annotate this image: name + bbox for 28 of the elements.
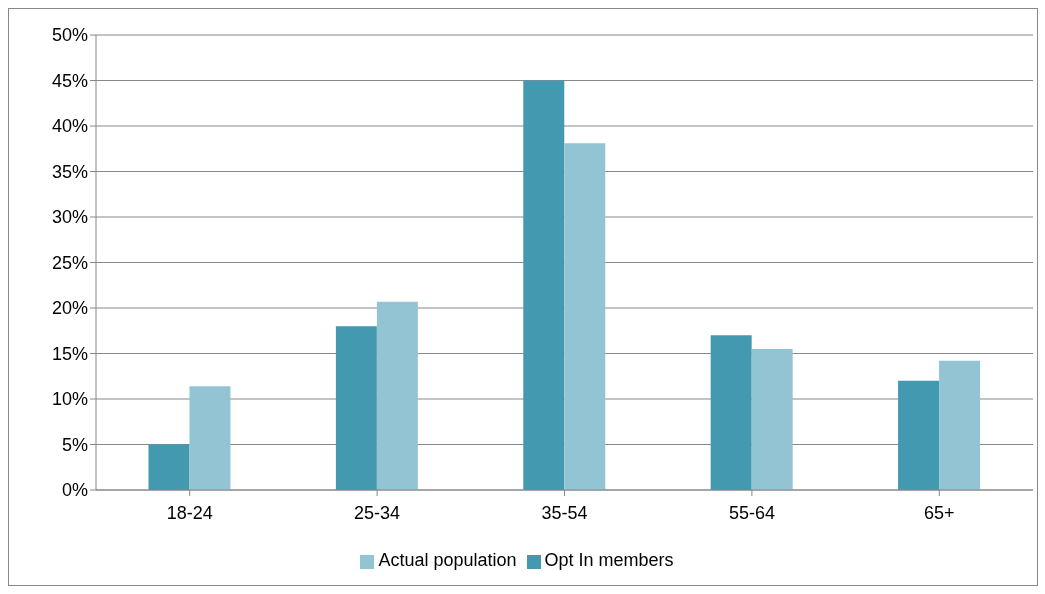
y-tick-label: 15% [51,343,88,364]
x-tick-label: 18-24 [166,502,213,523]
y-tick-label: 30% [51,207,88,228]
bar [564,143,606,490]
x-tick-label: 25-34 [354,502,401,523]
y-tick-label: 5% [61,434,88,455]
bar [898,380,940,490]
legend-label: Opt In members [544,550,674,570]
y-tick-label: 45% [51,70,88,91]
bar [189,386,231,490]
bar [710,335,752,490]
x-tick-label: 35-54 [541,502,588,523]
legend-label: Actual population [378,550,517,570]
y-tick-label: 50% [51,25,88,46]
x-tick-label: 55-64 [728,502,775,523]
y-tick-label: 25% [51,252,88,273]
y-tick-label: 20% [51,298,88,319]
y-tick-label: 0% [61,480,88,501]
bar [523,80,565,490]
y-tick-label: 10% [51,389,88,410]
y-tick-label: 35% [51,161,88,182]
bar [939,360,981,490]
bar [376,301,418,490]
y-tick-label: 40% [51,116,88,137]
bar [148,444,190,490]
x-tick-label: 65+ [924,502,955,523]
bar [751,348,793,490]
bar [335,326,377,490]
